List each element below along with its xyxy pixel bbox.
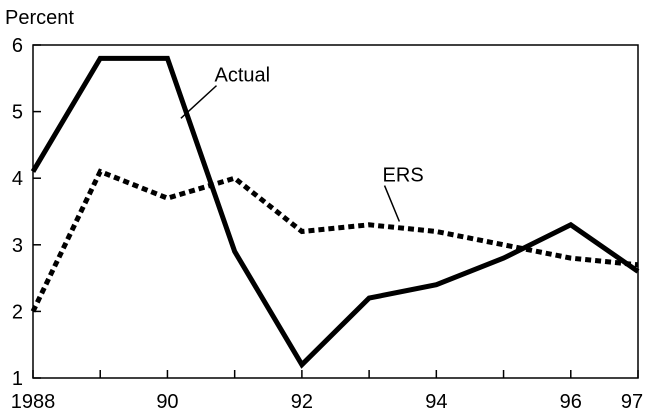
y-tick-label-5: 6 (12, 35, 23, 57)
series-line-actual (30, 55, 640, 369)
x-tick-label-3: 94 (425, 391, 447, 413)
y-axis-label: Percent (5, 7, 74, 29)
y-tick-label-0: 1 (12, 368, 23, 390)
annotation-layer: Actual ERS (180, 65, 424, 222)
ticks-layer: 1 2 3 4 5 6 1988 90 92 94 96 97 (11, 35, 643, 413)
annotation-leader-ers (383, 185, 401, 222)
x-tick-label-4: 96 (560, 391, 582, 413)
annotation-label-ers: ERS (383, 165, 424, 187)
x-tick-label-2: 92 (291, 391, 313, 413)
annotation-label-actual: Actual (215, 65, 271, 87)
y-tick-label-4: 5 (12, 102, 23, 124)
annotation-leader-actual (180, 85, 218, 119)
series-layer (30, 55, 640, 369)
plot-frame (32, 44, 639, 379)
x-tick-label-1: 90 (156, 391, 178, 413)
y-tick-label-3: 4 (12, 168, 23, 190)
y-tick-label-1: 2 (12, 301, 23, 323)
series-line-ers (30, 168, 639, 313)
x-tick-label-0: 1988 (11, 391, 56, 413)
y-tick-label-2: 3 (12, 235, 23, 257)
x-tick-label-5: 97 (621, 391, 643, 413)
